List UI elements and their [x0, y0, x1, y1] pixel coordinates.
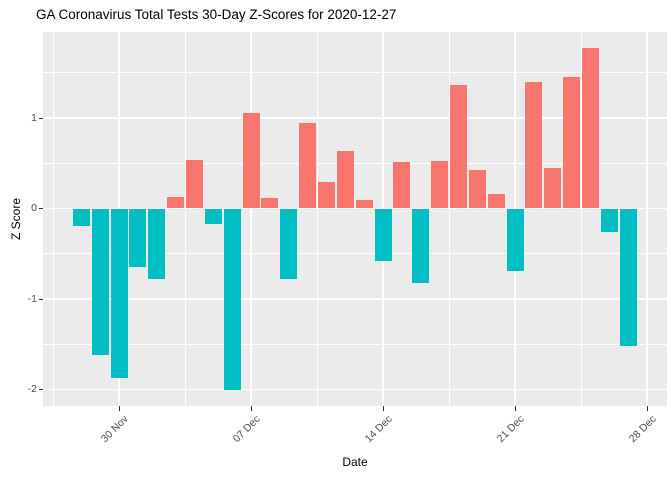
- bar-2020-12-20: [487, 194, 505, 209]
- bar-2020-11-30: [110, 208, 128, 378]
- bar-2020-12-12: [336, 150, 354, 209]
- y-tick-mark: [38, 208, 43, 209]
- y-tick-label: 1: [31, 111, 37, 124]
- y-tick-label: -1: [27, 292, 37, 305]
- grid-minor-x: [580, 32, 582, 406]
- bar-2020-12-26: [600, 208, 618, 233]
- x-tick-label: 14 Dec: [362, 413, 395, 446]
- grid-minor-x: [316, 32, 318, 406]
- bar-2020-12-22: [525, 81, 543, 209]
- y-tick-mark: [38, 117, 43, 119]
- bar-2020-12-03: [167, 196, 185, 209]
- y-tick-label: -2: [27, 383, 37, 395]
- bar-2020-12-09: [280, 208, 298, 280]
- x-tick-mark: [118, 406, 120, 411]
- x-tick-label: 28 Dec: [626, 413, 659, 446]
- bar-2020-12-01: [129, 208, 147, 268]
- bar-2020-12-02: [148, 208, 166, 280]
- bar-2020-12-19: [468, 169, 486, 209]
- bar-2020-12-27: [619, 208, 637, 347]
- bar-2020-12-23: [544, 167, 562, 209]
- grid-major-y: [43, 298, 667, 300]
- plot-panel: [43, 32, 667, 406]
- x-tick-mark: [514, 406, 516, 411]
- x-tick-mark: [646, 406, 648, 411]
- y-tick-mark: [38, 298, 43, 300]
- bar-2020-12-14: [374, 208, 392, 261]
- grid-major-y: [43, 207, 667, 210]
- grid-minor-x: [448, 32, 450, 406]
- bar-2020-12-15: [393, 162, 411, 209]
- bar-2020-12-04: [185, 159, 203, 209]
- grid-minor-x: [184, 32, 186, 406]
- bar-2020-12-25: [581, 48, 599, 209]
- y-tick-label: 0: [31, 202, 37, 214]
- x-axis-title: Date: [342, 455, 368, 469]
- bar-2020-12-11: [317, 182, 335, 209]
- bar-2020-11-29: [91, 208, 109, 356]
- grid-minor-y: [43, 162, 667, 164]
- chart-title: GA Coronavirus Total Tests 30-Day Z-Scor…: [36, 7, 397, 22]
- grid-major-x: [646, 32, 648, 406]
- x-tick-mark: [250, 406, 252, 411]
- grid-minor-x: [52, 32, 54, 406]
- x-tick-label: 21 Dec: [494, 413, 527, 446]
- x-tick-label: 30 Nov: [98, 413, 131, 446]
- y-tick-mark: [38, 389, 43, 390]
- bar-2020-12-13: [355, 200, 373, 209]
- bar-2020-12-17: [431, 160, 449, 209]
- bar-2020-12-16: [412, 208, 430, 283]
- grid-major-y: [43, 117, 667, 119]
- bar-2020-12-07: [242, 113, 260, 209]
- grid-major-y: [43, 388, 667, 391]
- bar-2020-12-08: [261, 197, 279, 209]
- bar-2020-12-05: [204, 208, 222, 224]
- grid-minor-y: [43, 72, 667, 74]
- grid-minor-y: [43, 343, 667, 345]
- bar-2020-12-18: [449, 85, 467, 209]
- x-tick-mark: [382, 406, 384, 411]
- grid-minor-y: [43, 253, 667, 255]
- bar-2020-11-28: [72, 208, 90, 226]
- x-tick-label: 07 Dec: [230, 413, 263, 446]
- bar-2020-12-24: [563, 77, 581, 209]
- bar-2020-12-06: [223, 208, 241, 391]
- bar-2020-12-10: [299, 123, 317, 209]
- grid-major-x: [250, 32, 252, 406]
- bar-2020-12-21: [506, 208, 524, 271]
